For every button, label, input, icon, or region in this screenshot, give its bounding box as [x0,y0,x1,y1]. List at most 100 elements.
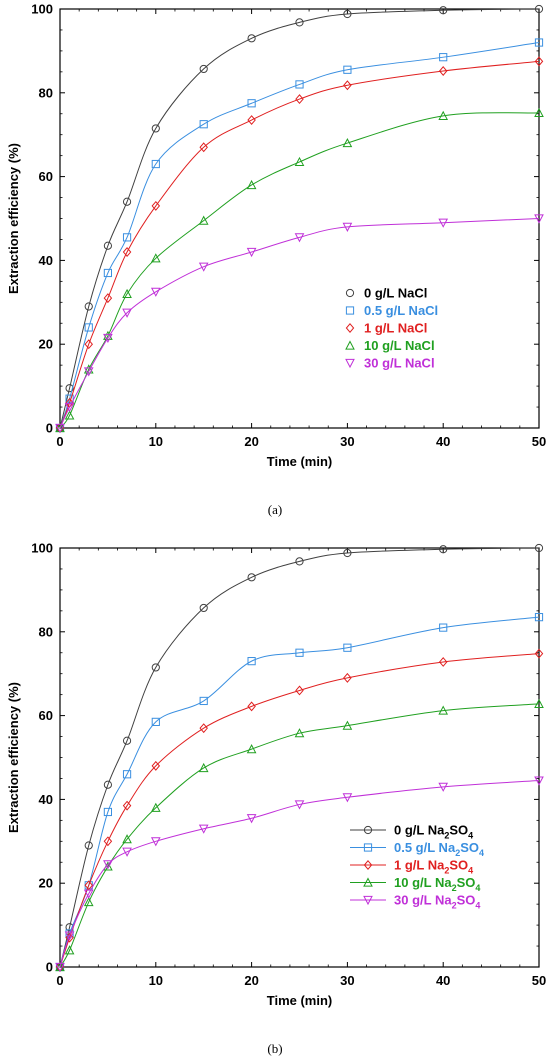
legend-marker [363,860,373,870]
x-tick-label: 30 [340,973,354,988]
panel-label: (b) [267,1041,282,1056]
data-point [295,648,304,657]
legend-marker [363,825,373,835]
data-point [295,557,304,566]
legend-label: 30 g/L NaCl [364,356,435,371]
series-3 [55,56,544,433]
y-axis-label: Extraction efficiency (%) [6,143,21,294]
legend-label: 10 g/L Na2SO4 [394,875,480,893]
x-tick-label: 40 [436,434,450,449]
data-point [295,94,304,105]
data-point [294,728,305,738]
data-point [439,53,448,62]
data-point [439,623,448,632]
data-point [83,889,94,899]
series-line [59,780,540,968]
data-point [342,720,353,730]
series-line [59,42,540,429]
data-point [84,323,93,332]
data-point [198,262,209,272]
series-line [59,653,540,968]
data-point [294,800,305,810]
data-point [199,120,208,129]
data-point [151,717,160,726]
data-point [534,543,544,553]
data-point [65,384,74,393]
data-point [343,65,352,74]
y-tick-label: 80 [39,85,53,100]
data-point [534,214,544,224]
data-point [64,931,75,941]
data-point [439,6,448,15]
data-point [342,138,353,148]
series-line [59,547,540,968]
legend: 0 g/L NaCl 0.5 g/L NaCl 1 g/L NaCl 10 g/L N… [345,286,438,371]
x-tick-label: 20 [244,973,258,988]
legend-marker [345,323,355,333]
data-point [534,613,544,622]
data-point [122,308,132,318]
data-point [246,247,257,258]
x-tick-label: 50 [532,434,546,449]
x-tick-label: 40 [436,973,450,988]
data-point [247,34,256,43]
y-tick-label: 100 [31,2,53,17]
data-point [343,672,352,683]
series-4 [55,107,544,433]
data-point [438,656,448,667]
y-axis-label: Extraction efficiency (%) [6,682,21,833]
data-point [438,782,449,792]
x-axis-label: Time (min) [267,993,333,1008]
data-point [150,837,161,847]
legend-marker [345,340,355,350]
x-tick-label: 10 [149,973,163,988]
data-point [83,367,94,377]
data-point [84,302,93,311]
data-point [295,80,304,89]
data-point [64,945,75,955]
data-point [343,548,352,558]
data-point [534,56,544,67]
data-point [247,99,256,108]
data-point [199,64,208,74]
legend-label: 1 g/L Na2SO4 [394,858,473,876]
data-point [198,762,209,773]
y-tick-label: 100 [31,541,53,556]
data-point [294,156,305,167]
data-point [122,247,132,257]
chart-panel-2: 0 10 20 30 40 50 0 20 40 60 80 100 Time (min) Extract… [6,541,546,1057]
data-point [103,241,113,250]
data-point [199,603,208,613]
series-5 [55,776,544,973]
data-point [247,657,256,666]
data-point [199,142,208,153]
data-point [295,685,304,696]
series-line [59,112,540,429]
data-point [151,159,160,169]
data-point [343,643,352,652]
legend-marker [345,358,355,369]
x-tick-label: 50 [532,973,546,988]
data-point [103,268,113,278]
data-point [534,648,544,659]
data-point [534,776,544,786]
series-5 [55,214,544,434]
y-tick-label: 40 [39,253,53,268]
series-line [59,218,540,429]
data-point [122,847,132,857]
data-point [151,124,160,133]
data-point [247,701,256,712]
data-point [103,333,113,343]
data-point [199,723,208,734]
legend-marker [345,306,355,315]
data-point [534,698,544,708]
series-line [59,703,540,968]
chart-panel-1: 0 10 20 30 40 50 0 20 40 60 80 100 Time (min) Extract… [6,2,546,518]
series-1 [55,4,544,433]
data-point [122,800,132,811]
x-tick-label: 30 [340,434,354,449]
data-point [247,115,256,126]
legend-marker [363,843,373,852]
legend-label: 1 g/L NaCl [364,321,427,336]
